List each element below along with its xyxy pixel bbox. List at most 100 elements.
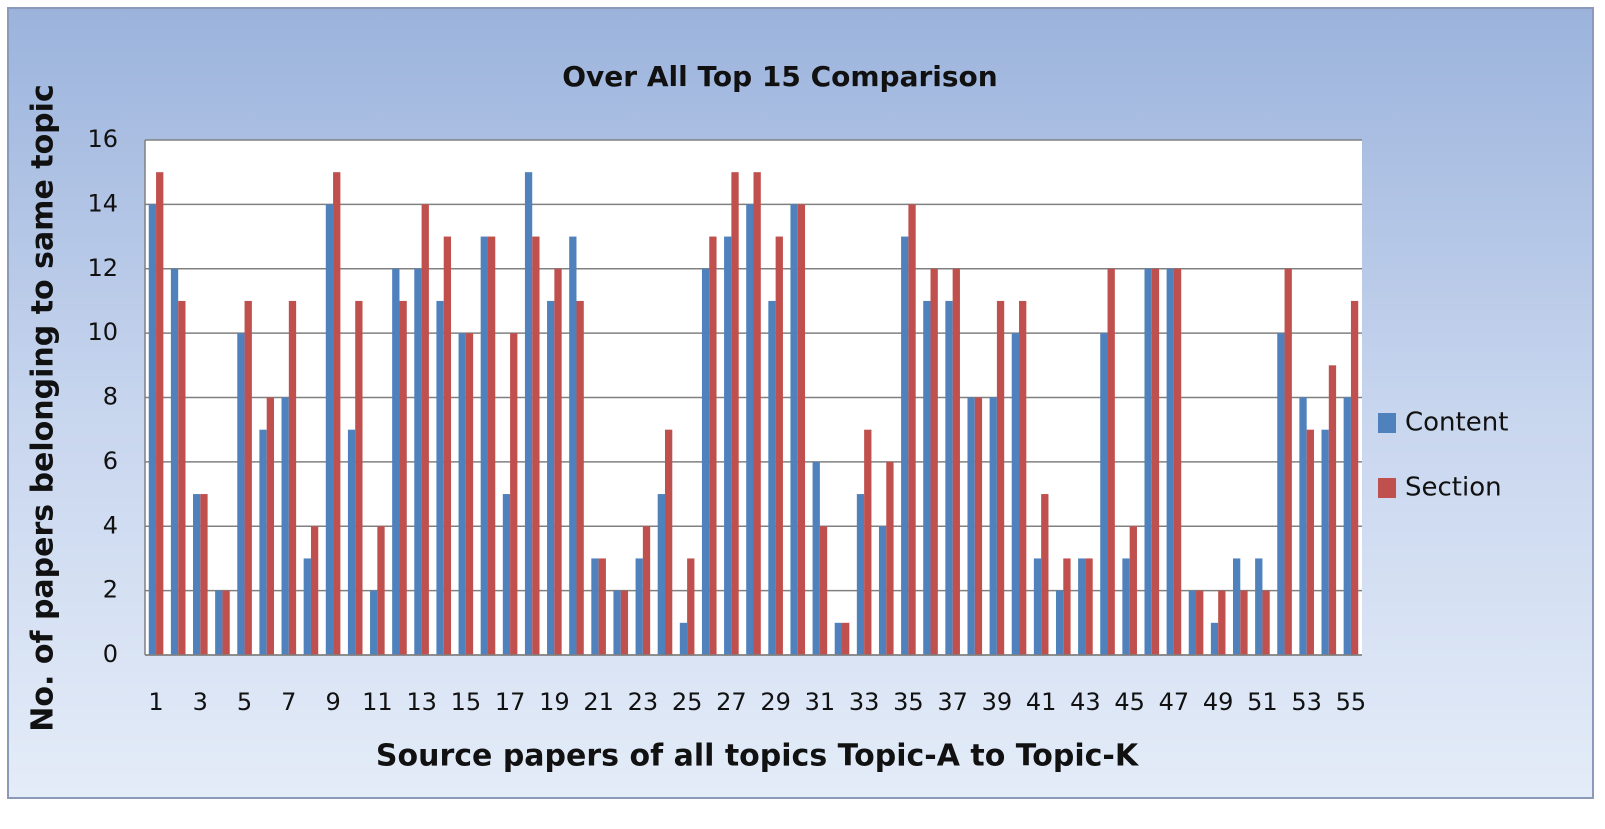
- bar: [1011, 333, 1020, 655]
- bar: [148, 204, 157, 655]
- bar: [510, 333, 518, 655]
- bar: [1151, 268, 1160, 655]
- bar: [790, 204, 798, 655]
- x-tick-label: 9: [325, 688, 340, 716]
- bar: [244, 300, 252, 655]
- y-tick-label: 6: [103, 447, 118, 475]
- x-tick-label: 27: [716, 688, 747, 716]
- bar: [1166, 268, 1174, 655]
- x-tick-label: 51: [1247, 688, 1278, 716]
- bar: [222, 590, 230, 655]
- bar: [613, 590, 621, 655]
- bar: [1033, 558, 1042, 655]
- x-tick-label: 3: [193, 688, 208, 716]
- bar: [576, 300, 584, 655]
- bar: [709, 236, 717, 655]
- x-tick-label: 41: [1026, 688, 1057, 716]
- bar: [1188, 590, 1197, 655]
- bar: [1350, 300, 1359, 655]
- bar: [664, 429, 673, 655]
- bar: [547, 300, 555, 655]
- bar: [952, 268, 960, 655]
- bar: [532, 236, 540, 655]
- x-tick-label: 17: [495, 688, 526, 716]
- bar: [347, 429, 356, 655]
- bar: [554, 268, 562, 655]
- bar: [775, 236, 783, 655]
- bar: [502, 494, 511, 655]
- bar: [355, 300, 363, 655]
- bar: [864, 429, 872, 655]
- bar: [569, 236, 577, 655]
- bar: [923, 300, 931, 655]
- bar: [1129, 526, 1137, 655]
- bar: [1173, 268, 1182, 655]
- bar: [325, 204, 334, 655]
- x-tick-label: 33: [849, 688, 880, 716]
- bar: [1284, 268, 1292, 655]
- bar: [170, 268, 179, 655]
- bar: [901, 236, 909, 655]
- x-axis-label: Source papers of all topics Topic-A to T…: [376, 739, 1140, 774]
- bar: [392, 268, 400, 655]
- bar: [1210, 622, 1219, 655]
- bar: [1055, 590, 1064, 655]
- x-tick-label: 19: [539, 688, 570, 716]
- x-tick-label: 35: [893, 688, 924, 716]
- bar: [215, 590, 223, 655]
- x-tick-label: 55: [1336, 688, 1367, 716]
- bar: [701, 268, 710, 655]
- bar: [1063, 558, 1071, 655]
- bar: [436, 300, 444, 655]
- bar: [1262, 590, 1270, 655]
- bar: [930, 268, 938, 655]
- bar: [200, 494, 208, 655]
- bar: [1122, 558, 1130, 655]
- bar: [458, 333, 466, 655]
- bar: [266, 397, 275, 655]
- bar: [746, 204, 754, 655]
- bar: [635, 558, 643, 655]
- bar: [310, 526, 319, 655]
- x-tick-label: 23: [628, 688, 659, 716]
- x-tick-label: 39: [982, 688, 1013, 716]
- bar: [178, 300, 186, 655]
- bar: [679, 622, 688, 655]
- y-tick-label: 4: [103, 511, 118, 539]
- bar: [753, 172, 761, 655]
- bar: [414, 268, 422, 655]
- bar: [1218, 590, 1226, 655]
- bar: [591, 558, 599, 655]
- bar: [834, 622, 843, 655]
- bar: [908, 204, 916, 655]
- bar: [421, 204, 429, 655]
- y-tick-label: 2: [103, 576, 118, 604]
- y-tick-label: 8: [103, 383, 118, 411]
- x-tick-label: 43: [1070, 688, 1101, 716]
- bar: [945, 300, 953, 655]
- bar: [288, 300, 297, 655]
- bar: [303, 558, 311, 655]
- bar: [443, 236, 452, 655]
- bar: [1343, 397, 1351, 655]
- bar: [1100, 333, 1108, 655]
- bar: [156, 172, 164, 655]
- bar: [856, 494, 865, 655]
- bar: [1196, 590, 1204, 655]
- bar: [731, 172, 739, 655]
- bar: [1255, 558, 1263, 655]
- bar: [333, 172, 341, 655]
- bar: [1277, 333, 1285, 655]
- bar: [996, 300, 1005, 655]
- bar: [1078, 558, 1086, 655]
- legend-swatch: [1378, 478, 1396, 498]
- legend-swatch: [1378, 413, 1396, 433]
- y-tick-label: 12: [87, 254, 118, 282]
- bar: [812, 461, 820, 655]
- bar: [377, 526, 385, 655]
- bar: [598, 558, 606, 655]
- bar: [281, 397, 289, 655]
- bar: [487, 236, 496, 655]
